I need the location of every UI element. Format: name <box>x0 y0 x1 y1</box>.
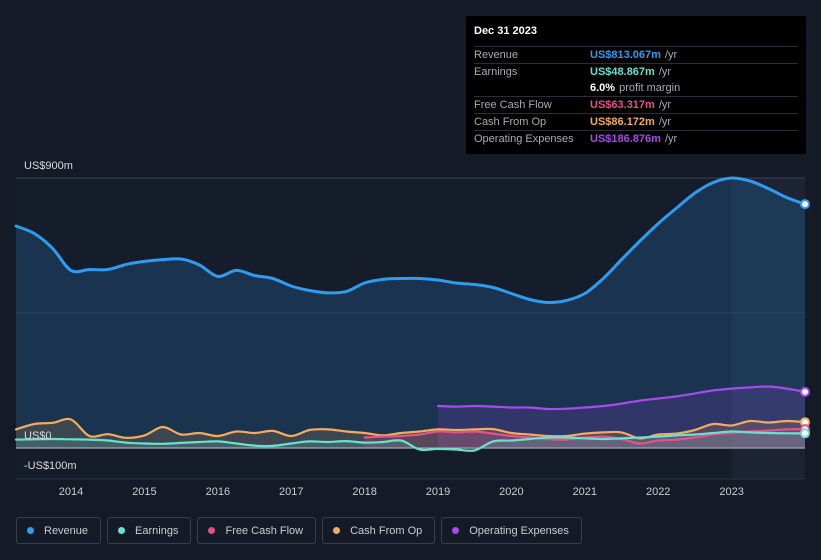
x-tick-label: 2022 <box>646 486 670 498</box>
x-tick-label: 2018 <box>352 486 376 498</box>
legend-dot-icon <box>118 527 126 534</box>
series-end-marker <box>800 428 810 439</box>
y-axis-label: US$900m <box>24 160 73 172</box>
legend-dot-icon <box>333 527 341 534</box>
tooltip-row-earnings: Earnings US$48.867m /yr <box>474 63 798 80</box>
tooltip-value: US$63.317m <box>590 99 655 111</box>
tooltip-unit: /yr <box>658 116 672 128</box>
tooltip-date: Dec 31 2023 <box>474 25 537 37</box>
legend-dot-icon <box>208 527 216 534</box>
tooltip-row-cash-from-op: Cash From Op US$86.172m /yr <box>474 113 798 130</box>
grid-lines <box>16 177 805 480</box>
legend-label: Earnings <box>135 524 179 537</box>
series-line-operating-expenses <box>436 385 807 411</box>
tooltip-value: US$186.876m <box>590 133 661 145</box>
series-lines <box>14 176 810 452</box>
tooltip-label: Operating Expenses <box>474 133 574 145</box>
legend-label: Free Cash Flow <box>225 524 304 537</box>
tooltip-value: 6.0% <box>590 82 616 94</box>
y-axis-labels: US$900m US$0 -US$100m <box>24 160 77 472</box>
y-axis-label: US$0 <box>24 430 52 442</box>
x-tick-label: 2015 <box>132 486 156 498</box>
tooltip-panel: Dec 31 2023 Revenue US$813.067m /yr Earn… <box>466 16 806 154</box>
tooltip-label <box>474 80 590 96</box>
series-line-earnings <box>14 430 807 452</box>
tooltip-row-revenue: Revenue US$813.067m /yr <box>474 46 798 63</box>
series-area-revenue <box>16 177 805 448</box>
x-tick-label: 2023 <box>719 486 743 498</box>
plot-background <box>16 178 805 479</box>
legend-item-cash-from-op[interactable]: Cash From Op <box>322 517 436 544</box>
legend-dot-icon <box>27 527 34 534</box>
series-end-marker <box>800 199 810 210</box>
y-axis-label: -US$100m <box>24 460 77 472</box>
tooltip-value: US$813.067m <box>590 49 661 61</box>
x-tick-label: 2019 <box>426 486 450 498</box>
tooltip-unit: /yr <box>658 99 672 111</box>
tooltip-row-operating-expenses: Operating Expenses US$186.876m /yr <box>474 130 798 147</box>
tooltip-value: US$86.172m <box>590 116 655 128</box>
legend-item-free-cash-flow[interactable]: Free Cash Flow <box>197 517 317 544</box>
legend-item-earnings[interactable]: Earnings <box>107 517 192 544</box>
x-tick-label: 2021 <box>573 486 597 498</box>
tooltip-label: Cash From Op <box>474 116 547 128</box>
series-area-earnings <box>16 431 805 451</box>
tooltip-label: Free Cash Flow <box>474 99 552 111</box>
tooltip-unit: /yr <box>664 133 678 145</box>
tooltip-row-profit-margin: 6.0% profit margin <box>474 80 798 96</box>
x-tick-label: 2017 <box>279 486 303 498</box>
tooltip-value: US$48.867m <box>590 66 655 78</box>
series-line-cash-from-op <box>14 417 807 440</box>
legend-label: Cash From Op <box>350 524 423 537</box>
legend-label: Revenue <box>44 524 89 537</box>
tooltip-row-free-cash-flow: Free Cash Flow US$63.317m /yr <box>474 96 798 113</box>
x-tick-label: 2014 <box>59 486 83 498</box>
tooltip-unit: /yr <box>658 66 672 78</box>
tooltip-unit: profit margin <box>619 82 681 94</box>
series-line-revenue <box>14 176 807 305</box>
tooltip-label: Revenue <box>474 49 519 61</box>
x-axis-ticks: 2014 2015 2016 2017 2018 2019 2020 2021 2022 2023 <box>59 486 744 498</box>
legend-dot-icon <box>452 527 460 534</box>
x-tick-label: 2016 <box>206 486 230 498</box>
tooltip-unit: /yr <box>664 49 678 61</box>
legend-label: Operating Expenses <box>469 524 569 537</box>
chart-legend: Revenue Earnings Free Cash Flow Cash Fro… <box>16 517 582 544</box>
x-tick-label: 2020 <box>499 486 523 498</box>
legend-item-revenue[interactable]: Revenue <box>16 517 102 544</box>
series-end-marker <box>800 386 810 397</box>
tooltip-label: Earnings <box>474 66 518 78</box>
legend-item-operating-expenses[interactable]: Operating Expenses <box>441 517 582 544</box>
